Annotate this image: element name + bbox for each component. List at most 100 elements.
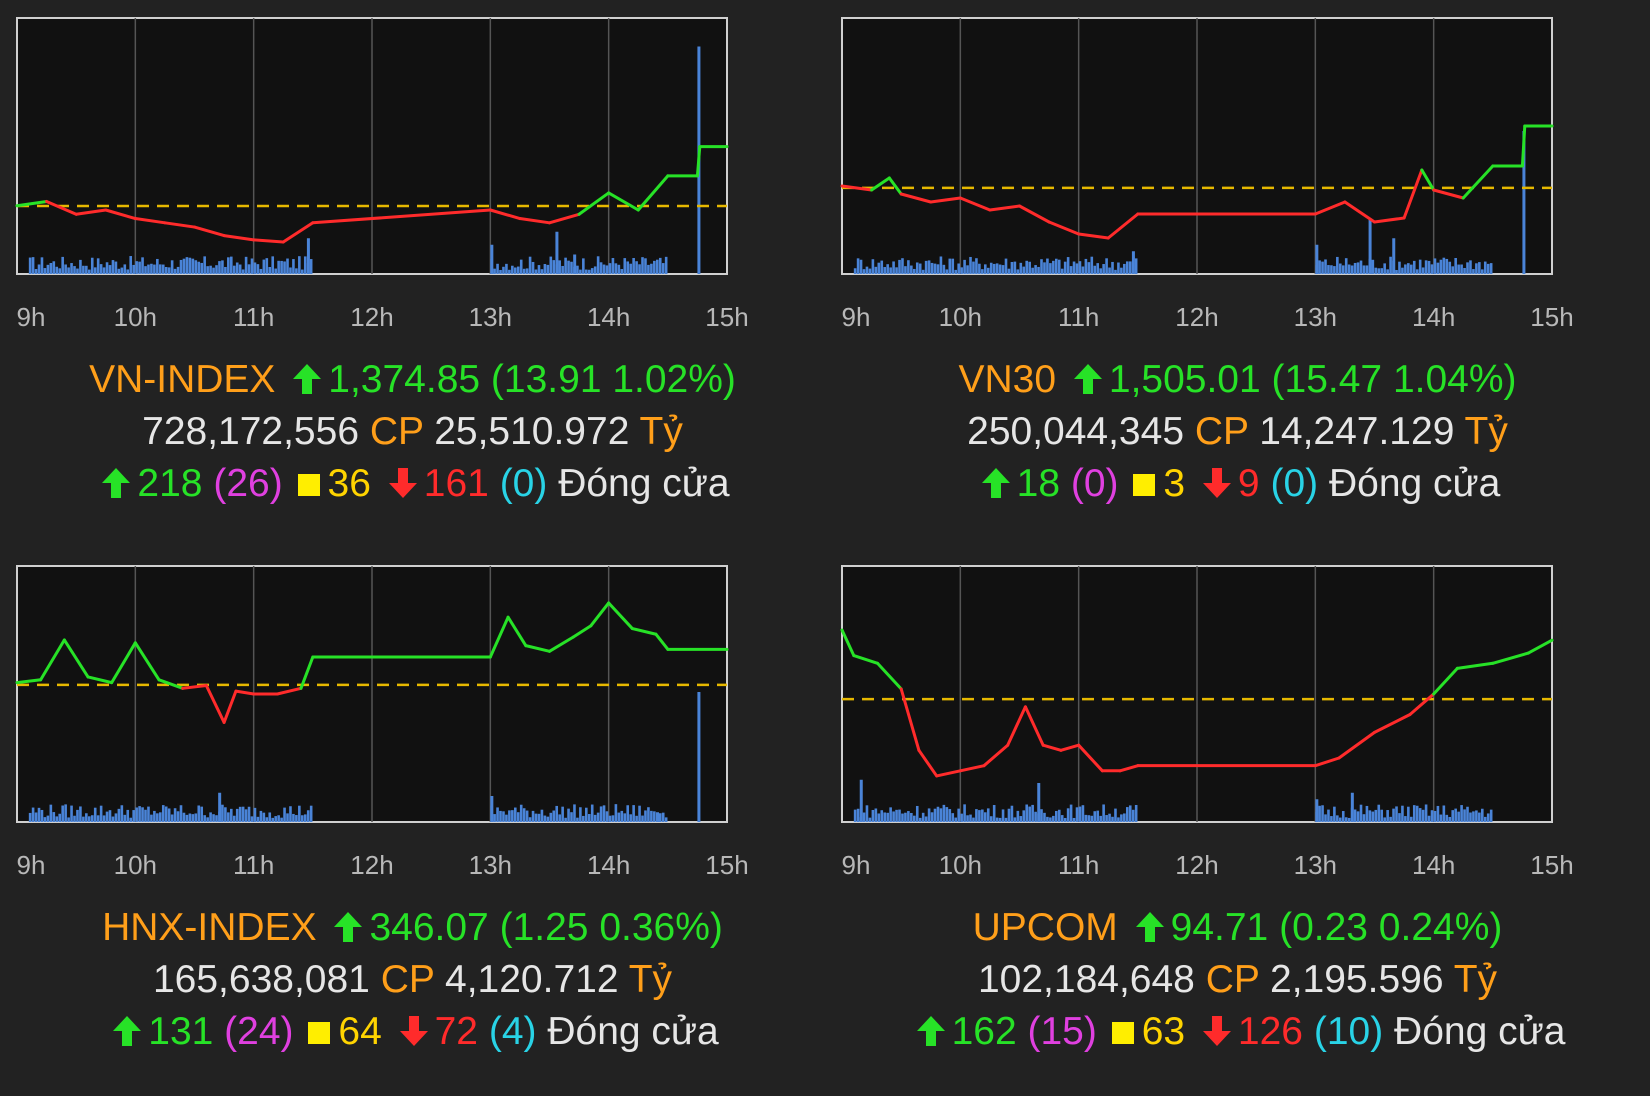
volume-bar (1460, 264, 1463, 274)
volume-bar (605, 265, 609, 274)
volume-bar (522, 268, 526, 274)
volume-bar (1007, 268, 1011, 274)
index-line-segment (133, 641, 161, 682)
volume-bar (859, 779, 863, 822)
volume-bar (1427, 260, 1431, 274)
volume-bar (1362, 265, 1366, 274)
volume-bar (1478, 812, 1481, 822)
volume-bar (1096, 810, 1100, 822)
volume-bar (614, 804, 618, 822)
volume-turnover-line: 250,044,345 CP 14,247.129 Tỷ (825, 406, 1650, 458)
volume-bar (1412, 805, 1416, 822)
volume-bar (58, 268, 62, 274)
volume-bar (930, 812, 934, 822)
volume-bar (1040, 809, 1043, 822)
index-line-segment (45, 199, 78, 216)
volume-bar (1374, 267, 1378, 274)
volume-bar (235, 808, 239, 822)
volume-bar (963, 804, 966, 822)
volume-bar (283, 261, 286, 274)
volume-bar (617, 264, 621, 274)
volume-bar (1383, 263, 1386, 274)
volume-bar (1454, 808, 1457, 822)
volume-bar (611, 815, 615, 822)
volume-bar (534, 269, 538, 274)
x-tick-label: 11h (233, 302, 274, 332)
volume-bar (1489, 809, 1493, 822)
volume-bar (960, 813, 963, 822)
volume-bar (915, 805, 919, 822)
volume-bar (886, 264, 889, 274)
turnover-unit: Tỷ (628, 958, 673, 1001)
volume-bar (43, 268, 47, 274)
volume-bar (309, 259, 313, 274)
index-line-segment (1343, 200, 1376, 224)
volume-bar (602, 805, 606, 822)
volume-bar (945, 269, 949, 274)
volume-bar (28, 257, 32, 274)
volume-bar (93, 807, 97, 822)
x-tick-label: 14h (1412, 850, 1455, 880)
index-line-segment (281, 221, 315, 244)
volume-bar (886, 812, 889, 822)
volume-bar (188, 257, 192, 274)
volume-bar (874, 808, 878, 822)
volume-value: 250,044,345 (967, 410, 1185, 453)
volume-bar (1004, 258, 1008, 274)
volume-bar (1111, 261, 1114, 274)
volume-bar (1472, 811, 1475, 822)
index-line-segment (62, 638, 90, 679)
volume-bar (516, 812, 520, 822)
volume-turnover-line: 165,638,081 CP 4,120.712 Tỷ (0, 954, 825, 1006)
volume-bar (490, 244, 494, 274)
volume-bar (67, 817, 70, 822)
volume-bar (620, 810, 624, 822)
volume-bar (218, 792, 222, 822)
volume-bar (975, 258, 978, 274)
volume-bar (593, 266, 597, 274)
volume-bar (602, 264, 606, 274)
floor-count: (4) (488, 1010, 537, 1053)
volume-bar (936, 264, 940, 274)
volume-bar (1415, 269, 1419, 274)
volume-bar (1060, 268, 1064, 274)
volume-bar (661, 263, 665, 274)
volume-bar (502, 811, 505, 822)
unchanged-count: 36 (327, 462, 371, 505)
volume-bar (511, 265, 514, 274)
volume-bar (301, 269, 304, 274)
arrow-up-icon (1133, 906, 1167, 958)
volume-turnover-line: 102,184,648 CP 2,195.596 Tỷ (825, 954, 1650, 1006)
volume-bar (241, 269, 245, 274)
index-line-segment (1373, 712, 1412, 734)
index-summary-line: VN30 1,505.01 (15.47 1.04%) (825, 354, 1650, 410)
x-tick-label: 10h (939, 850, 982, 880)
volume-bar (1105, 815, 1108, 822)
index-line-segment (74, 208, 108, 216)
volume-bar (546, 816, 550, 822)
volume-bar (1368, 810, 1372, 822)
volume-bar (1341, 265, 1345, 274)
volume-bar (1460, 805, 1463, 822)
turnover-unit: Tỷ (639, 410, 683, 453)
volume-bar (552, 260, 556, 274)
volume-bar (865, 266, 869, 274)
volume-bar (519, 259, 523, 274)
volume-bar (1489, 263, 1493, 274)
x-tick-label: 12h (1175, 850, 1218, 880)
volume-bar (206, 817, 209, 822)
volume-bar (292, 813, 295, 822)
volume-bar (1481, 808, 1484, 822)
index-name: UPCOM (972, 906, 1118, 949)
volume-bar (129, 817, 133, 822)
volume-bar (1483, 816, 1487, 822)
volume-bar (901, 813, 904, 822)
volume-bar (88, 269, 91, 274)
volume-bar (587, 269, 591, 274)
volume-bar (1120, 814, 1123, 822)
volume-bar (549, 256, 553, 274)
index-change: (15.47 1.04%) (1271, 358, 1517, 401)
volume-bar (1353, 809, 1357, 822)
volume-bar (34, 812, 38, 822)
index-summary-line: VN-INDEX 1,374.85 (13.91 1.02%) (0, 354, 825, 410)
